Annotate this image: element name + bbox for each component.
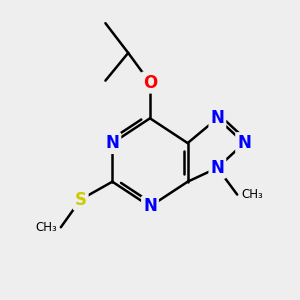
Text: N: N xyxy=(237,134,251,152)
Text: N: N xyxy=(143,197,157,215)
Text: S: S xyxy=(75,190,87,208)
Text: CH₃: CH₃ xyxy=(241,188,263,201)
Text: N: N xyxy=(105,134,119,152)
Text: N: N xyxy=(210,109,224,127)
Text: N: N xyxy=(210,159,224,177)
Text: CH₃: CH₃ xyxy=(35,221,57,234)
Text: O: O xyxy=(143,74,157,92)
